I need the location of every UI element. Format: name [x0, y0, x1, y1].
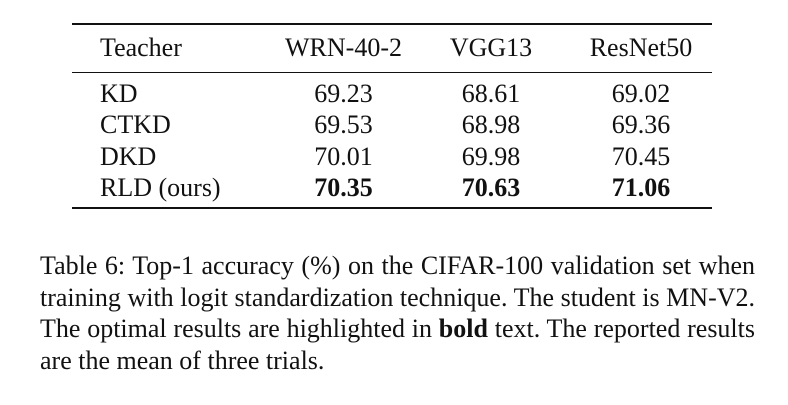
caption-text: text. The reported results are the mean …: [40, 314, 756, 375]
row-label: KD: [100, 78, 138, 108]
table-cell: 70.01: [314, 141, 373, 171]
column-header: ResNet50: [589, 33, 693, 63]
row-label: CTKD: [100, 109, 171, 139]
caption: Table 6: Top-1 accuracy (%) on the CIFAR…: [40, 250, 755, 376]
table-row: CTKD 69.53 68.98 69.36: [72, 109, 712, 141]
header-row: Teacher WRN-40-2 VGG13 ResNet50: [72, 24, 712, 72]
table-cell: 68.61: [461, 78, 521, 108]
table-cell: 69.98: [461, 141, 521, 171]
table-row: RLD (ours) 70.35 70.63 71.06: [72, 173, 712, 208]
table-cell: 68.98: [461, 109, 521, 139]
table-header: Teacher WRN-40-2 VGG13 ResNet50: [72, 24, 712, 72]
caption-bold: bold: [438, 314, 488, 343]
table-cell: 70.35: [314, 172, 373, 202]
table-cell: 69.02: [611, 78, 671, 108]
caption-text: Table 6: Top-1 accuracy (%) on the CIFAR…: [40, 251, 755, 343]
table-row: DKD 70.01 69.98 70.45: [72, 141, 712, 173]
table-cell: 69.23: [314, 78, 373, 108]
table-row: KD 69.23 68.61 69.02: [72, 72, 712, 109]
table-cell: 71.06: [611, 172, 671, 202]
column-header: WRN-40-2: [285, 33, 402, 63]
column-header: VGG13: [449, 33, 533, 63]
column-header: Teacher: [100, 33, 182, 63]
row-label: DKD: [100, 141, 157, 171]
table-cell: 70.45: [611, 141, 671, 171]
table-body: KD 69.23 68.61 69.02 CTKD 69.53 68.98 69.36 DKD 7…: [72, 72, 712, 208]
table-cell: 69.53: [314, 109, 373, 139]
row-label: RLD (ours): [100, 172, 221, 202]
table-cell: 70.63: [461, 172, 521, 202]
table-cell: 69.36: [611, 109, 671, 139]
results-table: Teacher WRN-40-2 VGG13 ResNet50 KD 69.23 68.6…: [72, 23, 712, 209]
